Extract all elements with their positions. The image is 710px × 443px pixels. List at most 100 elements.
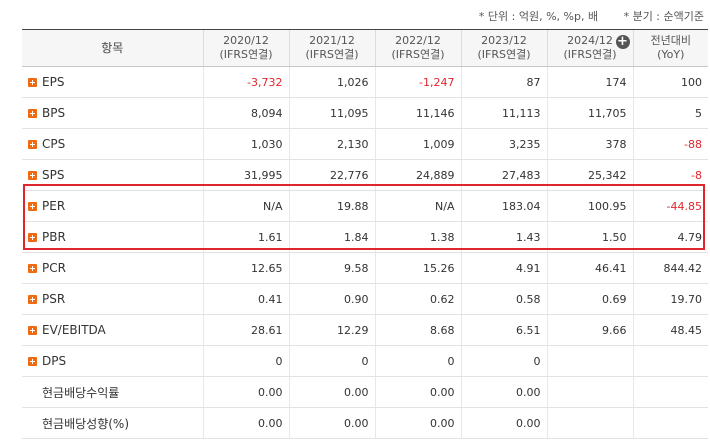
table-cell: 15.26 — [374, 252, 461, 284]
expand-plus-icon[interactable] — [28, 171, 37, 180]
row-label[interactable]: SPS — [22, 159, 203, 191]
table-cell: 2,130 — [288, 128, 375, 160]
table-cell: 46.41 — [546, 252, 633, 284]
table-cell — [546, 345, 633, 377]
unit-note: * 단위 : 억원, %, %p, 배 — [478, 10, 599, 23]
table-cell: -8 — [632, 159, 708, 191]
expand-plus-icon[interactable] — [28, 233, 37, 242]
row-label[interactable]: PER — [22, 190, 203, 222]
table-cell: 11,705 — [546, 97, 633, 129]
table-cell: 0.90 — [288, 283, 375, 315]
table-cell: 8,094 — [202, 97, 289, 129]
row-label-text: SPS — [42, 168, 65, 182]
row-label-text: 현금배당성향(%) — [42, 416, 130, 431]
table-cell: 31,995 — [202, 159, 289, 191]
table-cell: 1.50 — [546, 221, 633, 253]
table-row: PCR 12.65 9.58 15.26 4.91 46.41 844.42 — [22, 252, 708, 284]
table-cell: 0.62 — [374, 283, 461, 315]
table-row: EV/EBITDA 28.61 12.29 8.68 6.51 9.66 48.45 — [22, 314, 708, 346]
expand-plus-icon[interactable] — [28, 326, 37, 335]
table-cell: 100 — [632, 66, 708, 98]
table-row: DPS 0 0 0 0 — [22, 345, 708, 377]
row-label[interactable]: DPS — [22, 345, 203, 377]
table-cell — [632, 407, 708, 439]
table-cell: 0.00 — [288, 376, 375, 408]
table-row: BPS 8,094 11,095 11,146 11,113 11,705 5 — [22, 97, 708, 129]
table-cell: 48.45 — [632, 314, 708, 346]
row-label-text: PCR — [42, 261, 66, 275]
expand-plus-icon[interactable] — [28, 202, 37, 211]
table-cell: 22,776 — [288, 159, 375, 191]
table-row: EPS -3,732 1,026 -1,247 87 174 100 — [22, 66, 708, 98]
table-cell: 1,030 — [202, 128, 289, 160]
header-item: 항목 — [22, 29, 203, 67]
table-cell: 844.42 — [632, 252, 708, 284]
table-cell: 19.88 — [288, 190, 375, 222]
table-cell: 24,889 — [374, 159, 461, 191]
header-2022: 2022/12 (IFRS연결) — [374, 29, 461, 67]
header-row: 항목 2020/12 (IFRS연결) 2021/12 (IFRS연결) 2022/… — [22, 29, 708, 67]
table-cell: 174 — [546, 66, 633, 98]
table-row: 현금배당수익률 0.00 0.00 0.00 0.00 — [22, 376, 708, 408]
expand-plus-icon[interactable] — [28, 78, 37, 87]
table-cell: 19.70 — [632, 283, 708, 315]
expand-plus-icon[interactable] — [28, 295, 37, 304]
expand-column-icon[interactable]: + — [615, 34, 630, 49]
header-yoy: 전년대비 (YoY) — [632, 29, 708, 67]
table-row: PER N/A 19.88 N/A 183.04 100.95 -44.85 — [22, 190, 708, 222]
table-cell: 1.43 — [460, 221, 547, 253]
table-cell: 100.95 — [546, 190, 633, 222]
table-cell: 4.91 — [460, 252, 547, 284]
row-label[interactable]: PCR — [22, 252, 203, 284]
row-label-text: PER — [42, 199, 66, 213]
expand-plus-icon[interactable] — [28, 357, 37, 366]
table-cell: 0.00 — [374, 407, 461, 439]
table-cell: 87 — [460, 66, 547, 98]
table-cell — [546, 376, 633, 408]
table-cell: 3,235 — [460, 128, 547, 160]
quarter-note: * 분기 : 순액기준 — [623, 10, 704, 23]
table-cell: 0 — [202, 345, 289, 377]
table-row: 현금배당성향(%) 0.00 0.00 0.00 0.00 — [22, 407, 708, 439]
table-cell: 0.00 — [374, 376, 461, 408]
header-2021: 2021/12 (IFRS연결) — [288, 29, 375, 67]
table-cell: 9.58 — [288, 252, 375, 284]
table-cell: 0.41 — [202, 283, 289, 315]
row-label[interactable]: EPS — [22, 66, 203, 98]
row-label[interactable]: EV/EBITDA — [22, 314, 203, 346]
row-label[interactable]: CPS — [22, 128, 203, 160]
table-cell: 0 — [374, 345, 461, 377]
row-label[interactable]: PBR — [22, 221, 203, 253]
table-cell: 0.00 — [460, 376, 547, 408]
row-label-text: 현금배당수익률 — [42, 385, 120, 400]
table-cell: 28.61 — [202, 314, 289, 346]
row-label-text: PSR — [42, 292, 66, 306]
table-cell: 0 — [288, 345, 375, 377]
expand-plus-icon[interactable] — [28, 140, 37, 149]
table-cell: 0.00 — [202, 407, 289, 439]
table-cell: 12.29 — [288, 314, 375, 346]
row-label-text: DPS — [42, 354, 67, 368]
table-cell: 183.04 — [460, 190, 547, 222]
table-cell: 6.51 — [460, 314, 547, 346]
header-2024: 2024/12 (IFRS연결) + — [546, 29, 633, 67]
table-cell: 25,342 — [546, 159, 633, 191]
row-label[interactable]: BPS — [22, 97, 203, 129]
expand-plus-icon[interactable] — [28, 264, 37, 273]
table-cell: 11,146 — [374, 97, 461, 129]
table-cell: 0 — [460, 345, 547, 377]
row-label-text: PBR — [42, 230, 66, 244]
table-cell: 11,095 — [288, 97, 375, 129]
table-cell: N/A — [202, 190, 289, 222]
table-cell: 0.58 — [460, 283, 547, 315]
row-label: 현금배당수익률 — [22, 376, 203, 408]
table-cell: 1,009 — [374, 128, 461, 160]
row-label[interactable]: PSR — [22, 283, 203, 315]
row-label-text: EPS — [42, 75, 65, 89]
table-cell: 0.00 — [202, 376, 289, 408]
table-cell: -88 — [632, 128, 708, 160]
row-label-text: EV/EBITDA — [42, 323, 106, 337]
expand-plus-icon[interactable] — [28, 109, 37, 118]
table-cell: 8.68 — [374, 314, 461, 346]
table-cell: 11,113 — [460, 97, 547, 129]
